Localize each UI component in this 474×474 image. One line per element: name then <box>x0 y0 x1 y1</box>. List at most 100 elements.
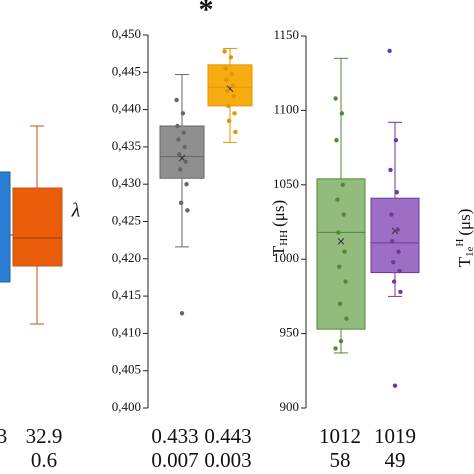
stat-label: 58 <box>330 448 351 472</box>
label-part: HH <box>278 230 290 246</box>
data-point <box>396 249 401 254</box>
stat-label: 0.003 <box>204 448 251 472</box>
data-point <box>391 259 396 265</box>
y-axis-label-right: T1eH (μs) <box>454 209 474 268</box>
y-axis-label: λ <box>71 200 81 222</box>
stat-label: 1019 <box>374 424 416 448</box>
data-point <box>390 239 395 244</box>
data-point <box>175 123 180 129</box>
data-point <box>225 88 230 94</box>
data-point <box>334 137 339 143</box>
y-tick-label: 900 <box>280 399 300 414</box>
data-point <box>341 212 346 217</box>
data-point <box>185 208 190 213</box>
box <box>207 64 253 107</box>
y-tick-label: 0,440 <box>112 101 141 116</box>
data-point <box>177 152 182 157</box>
mean-marker <box>337 237 345 245</box>
stat-label: 49 <box>385 448 406 472</box>
data-point <box>184 182 189 187</box>
data-point <box>229 71 234 76</box>
data-point <box>398 289 403 295</box>
stat-label: 0.007 <box>151 448 198 472</box>
stat-label: 3 <box>0 424 7 448</box>
y-tick-label: 1050 <box>273 176 299 191</box>
stat-label: 0.6 <box>31 448 57 472</box>
box <box>12 187 63 267</box>
data-point <box>333 346 338 351</box>
data-point <box>337 264 342 269</box>
label-part: 1e <box>464 247 474 258</box>
data-point <box>233 129 238 135</box>
data-point <box>340 182 345 187</box>
annotation: * <box>199 0 214 26</box>
stat-label: 0.433 <box>151 424 198 448</box>
label-part: H <box>454 239 466 247</box>
data-point <box>178 200 184 206</box>
y-tick-label: 0,445 <box>112 63 141 78</box>
box <box>316 178 366 330</box>
data-point <box>230 83 235 88</box>
data-point <box>181 130 186 135</box>
data-point <box>224 77 229 82</box>
data-point <box>333 96 338 101</box>
data-point <box>393 137 399 143</box>
y-tick-label: 0,425 <box>112 212 141 227</box>
data-point <box>343 279 348 284</box>
box <box>370 197 420 274</box>
stat-label: 32.9 <box>26 424 63 448</box>
data-point <box>388 167 393 173</box>
label-part: T <box>269 245 288 256</box>
data-point <box>336 230 341 235</box>
data-point <box>397 268 402 274</box>
y-tick-label: 1150 <box>273 27 299 42</box>
label-part: (μs) <box>269 200 288 227</box>
data-point <box>335 197 340 202</box>
data-point <box>232 111 237 116</box>
y-tick-label: 0,420 <box>112 250 141 265</box>
data-point <box>228 55 234 60</box>
data-point <box>183 159 188 165</box>
y-tick-label: 0,450 <box>112 26 141 41</box>
y-tick-label: 0,405 <box>112 362 141 377</box>
data-point <box>226 103 231 109</box>
data-point <box>178 167 183 172</box>
data-point <box>395 227 400 232</box>
data-point <box>182 144 187 150</box>
y-axis-label: THH (μs) <box>269 200 290 256</box>
y-tick-label: 0,430 <box>112 175 141 190</box>
data-point <box>180 111 186 116</box>
y-tick-label: 950 <box>280 325 300 340</box>
mean-stroke <box>337 237 345 245</box>
cropped-box <box>0 171 11 283</box>
stat-label: 1012 <box>319 424 361 448</box>
stat-label: 0.443 <box>204 424 251 448</box>
data-point <box>392 383 398 388</box>
label-part: (μs) <box>455 209 474 236</box>
data-point <box>344 316 349 321</box>
mean-stroke <box>178 154 186 162</box>
data-point <box>231 93 236 99</box>
y-tick-label: 0,415 <box>112 287 141 302</box>
data-point <box>174 97 179 103</box>
data-point <box>179 311 185 316</box>
data-point <box>342 249 347 254</box>
data-point <box>223 66 228 71</box>
y-tick-label: 1100 <box>273 101 299 116</box>
data-point <box>394 190 399 195</box>
data-point <box>338 338 344 344</box>
y-tick-label: 0,400 <box>112 399 141 414</box>
y-tick-label: 0,435 <box>112 138 141 153</box>
data-point <box>176 137 181 142</box>
data-point <box>387 48 392 54</box>
data-point <box>339 111 345 116</box>
data-point <box>391 279 397 284</box>
y-tick-label: 1000 <box>273 250 299 265</box>
data-point <box>337 301 343 307</box>
data-point <box>389 212 394 217</box>
data-point <box>226 118 232 123</box>
cropped-panel <box>0 125 63 325</box>
y-tick-label: 0,410 <box>112 324 141 339</box>
label-part: T <box>455 256 474 267</box>
data-point <box>222 49 227 54</box>
